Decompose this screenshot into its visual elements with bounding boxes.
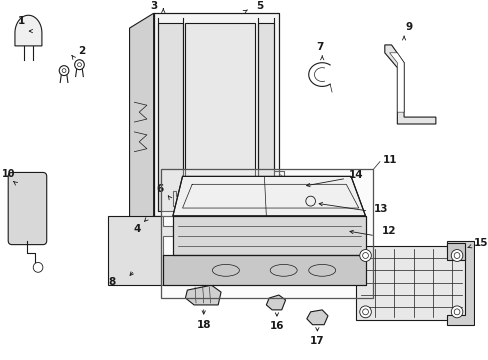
Circle shape <box>450 249 462 261</box>
Text: 4: 4 <box>133 224 141 234</box>
Polygon shape <box>153 13 278 216</box>
FancyBboxPatch shape <box>161 170 372 298</box>
Polygon shape <box>129 13 153 231</box>
Circle shape <box>359 306 370 318</box>
Circle shape <box>359 249 370 261</box>
Text: 8: 8 <box>108 277 116 287</box>
Text: 11: 11 <box>382 154 397 165</box>
Polygon shape <box>108 216 173 285</box>
Bar <box>132 167 147 188</box>
Text: 9: 9 <box>405 22 411 32</box>
Text: 16: 16 <box>269 321 284 331</box>
Polygon shape <box>173 176 365 216</box>
Bar <box>132 132 147 154</box>
Text: 5: 5 <box>255 1 263 12</box>
Text: 6: 6 <box>157 184 163 194</box>
Bar <box>132 63 147 85</box>
Polygon shape <box>257 23 273 211</box>
Polygon shape <box>306 310 327 325</box>
Polygon shape <box>158 23 182 211</box>
Text: 15: 15 <box>472 238 487 248</box>
Polygon shape <box>173 216 365 256</box>
Polygon shape <box>447 243 464 260</box>
Polygon shape <box>266 295 285 310</box>
Bar <box>132 97 147 119</box>
Polygon shape <box>185 285 221 305</box>
Polygon shape <box>384 45 435 124</box>
Text: 12: 12 <box>381 226 396 236</box>
Polygon shape <box>447 241 473 325</box>
Text: 18: 18 <box>196 320 210 330</box>
Text: 2: 2 <box>78 46 85 56</box>
Polygon shape <box>15 15 42 46</box>
Circle shape <box>450 306 462 318</box>
Polygon shape <box>389 53 403 112</box>
FancyBboxPatch shape <box>8 172 47 244</box>
Text: 1: 1 <box>18 16 25 26</box>
Polygon shape <box>163 256 365 285</box>
Text: 10: 10 <box>1 170 15 179</box>
Text: 14: 14 <box>348 170 363 180</box>
Polygon shape <box>355 246 466 320</box>
Text: 3: 3 <box>150 1 157 12</box>
Text: 13: 13 <box>373 204 388 214</box>
Text: 17: 17 <box>309 336 324 346</box>
Polygon shape <box>173 191 182 206</box>
Polygon shape <box>185 23 254 211</box>
Text: 7: 7 <box>316 42 324 52</box>
